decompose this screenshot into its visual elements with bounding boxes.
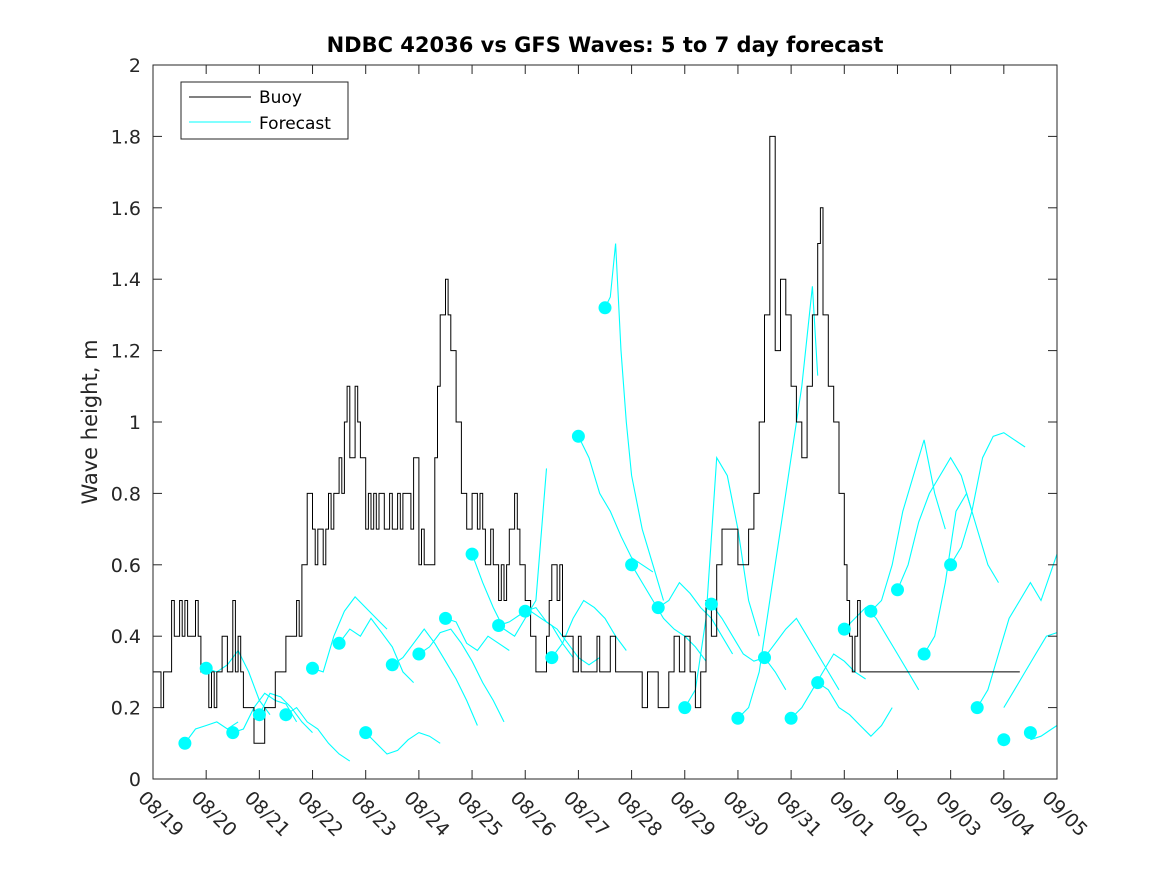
forecast-marker — [678, 701, 692, 715]
forecast-marker — [784, 711, 798, 725]
forecast-marker — [412, 647, 426, 661]
forecast-line-6 — [338, 617, 414, 683]
forecast-marker — [625, 558, 639, 572]
forecast-marker — [704, 597, 718, 611]
forecast-marker — [178, 736, 192, 750]
forecast-line-2 — [232, 692, 298, 734]
forecast-line-9 — [418, 628, 505, 723]
forecast-line-31 — [1003, 632, 1058, 708]
forecast-series-group — [184, 243, 1058, 762]
forecast-line-22 — [764, 617, 840, 691]
forecast-marker — [891, 583, 904, 597]
forecast-line-14 — [551, 599, 627, 658]
chart-title: NDBC 42036 vs GFS Waves: 5 to 7 day fore… — [327, 33, 884, 57]
y-tick-label: 0 — [129, 769, 141, 791]
forecast-marker — [997, 733, 1011, 747]
forecast-line-27 — [896, 456, 973, 591]
forecast-line-17 — [631, 564, 707, 662]
forecast-line-28 — [923, 492, 999, 655]
forecast-line-8 — [391, 628, 478, 726]
forecast-marker — [970, 701, 984, 715]
forecast-marker — [598, 301, 612, 315]
forecast-line-10 — [445, 617, 510, 652]
forecast-marker — [492, 619, 506, 632]
forecast-line-21 — [737, 286, 819, 719]
y-tick-label: 1.8 — [111, 126, 141, 148]
forecast-marker — [864, 604, 878, 618]
forecast-line-19 — [684, 455, 760, 708]
forecast-marker — [439, 611, 452, 625]
forecast-line-30 — [976, 553, 1058, 708]
buoy-series-group — [153, 135, 1020, 744]
forecast-marker-group — [178, 301, 1037, 750]
forecast-marker — [518, 604, 532, 618]
forecast-marker — [917, 647, 931, 661]
forecast-marker — [226, 726, 240, 740]
forecast-line-3 — [258, 692, 313, 733]
forecast-line-26 — [870, 439, 946, 612]
forecast-marker — [731, 711, 745, 725]
forecast-marker — [944, 558, 958, 572]
forecast-line-24 — [817, 682, 893, 737]
forecast-marker — [252, 708, 266, 722]
legend-box — [180, 81, 349, 140]
forecast-line-5 — [312, 596, 388, 673]
buoy-line — [153, 135, 1020, 744]
forecast-marker — [545, 651, 559, 665]
forecast-marker — [359, 726, 373, 740]
legend-forecast-label: Forecast — [259, 114, 331, 134]
forecast-line-12 — [498, 610, 574, 658]
y-tick-label: 0.4 — [111, 626, 141, 648]
forecast-marker — [306, 661, 319, 675]
forecast-marker — [811, 676, 825, 690]
forecast-marker — [385, 658, 399, 672]
legend: Buoy Forecast — [180, 81, 349, 140]
y-tick-label: 1 — [129, 412, 141, 434]
legend-buoy-label: Buoy — [259, 88, 302, 108]
forecast-marker — [332, 636, 346, 650]
plot-area — [153, 65, 1057, 779]
y-tick-label: 1.6 — [111, 198, 141, 220]
forecast-line-29 — [950, 432, 1026, 566]
y-tick-label: 0.6 — [111, 555, 141, 577]
y-tick-label: 1.4 — [111, 269, 141, 291]
forecast-marker — [758, 651, 771, 665]
forecast-line-20 — [710, 603, 787, 691]
forecast-line-18 — [657, 581, 734, 655]
y-tick-label: 2 — [129, 55, 141, 77]
forecast-line-11 — [471, 468, 548, 637]
forecast-line-16 — [604, 243, 665, 601]
forecast-marker — [571, 429, 585, 443]
forecast-marker — [199, 661, 213, 675]
forecast-line-25 — [843, 606, 920, 691]
forecast-marker — [1023, 726, 1037, 740]
forecast-marker — [465, 547, 479, 561]
y-tick-label: 0.2 — [111, 698, 141, 720]
y-tick-label: 0.8 — [111, 483, 141, 505]
forecast-line-4 — [285, 706, 351, 762]
y-tick-label: 1.2 — [111, 341, 141, 363]
forecast-marker — [837, 622, 851, 636]
forecast-line-32 — [1030, 725, 1058, 741]
forecast-line-7 — [365, 731, 441, 755]
y-axis-label: Wave height, m — [78, 339, 102, 504]
forecast-line-23 — [790, 653, 866, 719]
forecast-marker — [279, 708, 293, 722]
forecast-line-15 — [577, 436, 654, 573]
forecast-marker — [651, 601, 665, 615]
